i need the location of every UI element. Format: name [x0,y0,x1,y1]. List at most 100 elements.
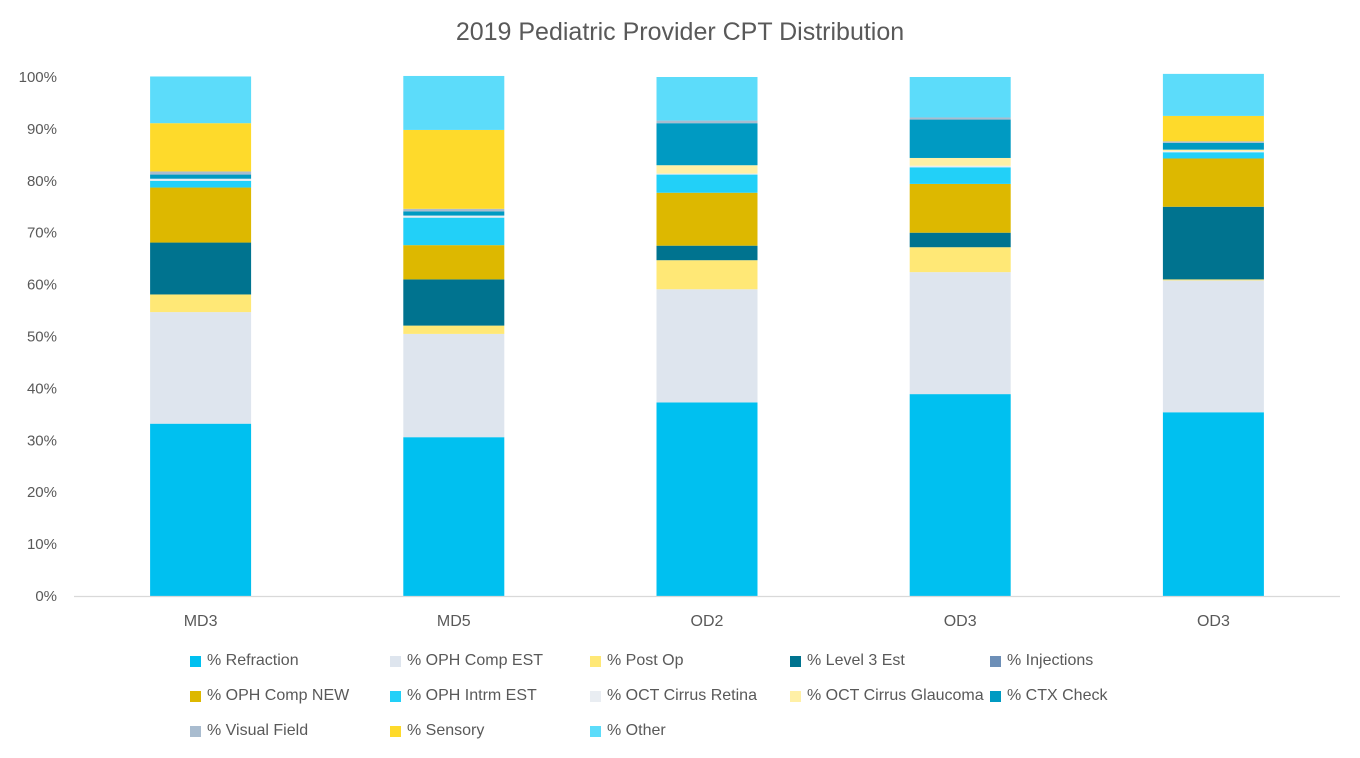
legend-item: % Sensory [390,720,484,742]
bar-segment [150,294,252,313]
legend-item: % OPH Comp NEW [190,685,349,707]
legend-swatch [990,655,1001,667]
chart-title: 2019 Pediatric Provider CPT Distribution [455,18,905,46]
bar-segment [403,211,505,216]
bar-segment [1162,280,1264,413]
legend-label: % OCT Cirrus Glaucoma [807,687,984,704]
bar-segment [909,183,1011,233]
legend-label: % Sensory [407,722,485,739]
legend-item: % CTX Check [990,685,1107,707]
bar-segment [150,174,252,179]
bar-segment [403,245,505,280]
legend-label: % Injections [1007,652,1094,669]
legend-swatch [590,690,601,702]
bar-segment [1162,412,1264,596]
legend-item: % OPH Comp EST [390,650,543,672]
bar-segment [403,215,505,218]
bar-segment [1162,158,1264,207]
bar-segment [656,245,758,261]
bar-segment [1162,151,1264,153]
y-tick-label: 60% [27,277,57,294]
bar-segment [909,272,1011,395]
legend-item: % Post Op [590,650,683,672]
bar-segment [403,217,505,246]
legend-swatch [790,655,801,667]
bar-segment [1162,206,1264,280]
bar-segment [403,129,505,209]
y-tick-label: 40% [27,380,57,397]
bar-segment [656,192,758,246]
bar-segment [403,437,505,596]
y-tick-label: 0% [35,588,57,605]
legend-label: % OPH Comp NEW [207,687,350,704]
legend-swatch [190,725,201,737]
legend-label: % OPH Intrm EST [407,687,537,704]
bar-segment [150,242,252,295]
legend-item: % Level 3 Est [790,650,905,672]
legend-label: % Refraction [207,652,299,669]
bar-segment [656,260,758,290]
bar-segment [150,76,252,124]
bar-segment [656,165,758,174]
legend-item: % Visual Field [190,720,308,742]
x-tick-label: MD3 [184,613,218,630]
bar-segment [909,117,1011,120]
bar-segment [150,178,252,181]
legend-swatch [990,690,1001,702]
bar-segment [1162,141,1264,143]
bar-segment [909,77,1011,118]
bar-segment [150,312,252,424]
bar-segment [1162,149,1264,152]
bar-segment [909,119,1011,158]
legend-label: % CTX Check [1007,687,1108,704]
legend-label: % OCT Cirrus Retina [607,687,757,704]
bar-segment [1162,115,1264,142]
y-tick-label: 10% [27,536,57,553]
legend-swatch [390,725,401,737]
bar-segment [656,120,758,124]
legend-label: % Other [607,722,666,739]
legend-label: % OPH Comp EST [407,652,544,669]
bar-segment [150,123,252,172]
y-tick-label: 20% [27,484,57,501]
bar-segment [150,423,252,596]
y-tick-label: 80% [27,173,57,190]
bar-segment [909,167,1011,184]
bar-segment [909,394,1011,596]
legend-item: % Refraction [190,650,299,672]
x-tick-label: OD3 [944,613,977,630]
legend-label: % Level 3 Est [807,652,905,669]
bar-segment [656,77,758,121]
y-tick-label: 100% [19,69,57,86]
bar-segment [403,325,505,334]
legend-swatch [590,725,601,737]
bar-segment [403,333,505,438]
bar-segment [1162,279,1264,281]
legend-swatch [390,690,401,702]
legend-swatch [790,690,801,702]
legend-label: % Post Op [607,652,684,669]
x-tick-label: MD5 [437,613,471,630]
y-tick-label: 30% [27,432,57,449]
bar-segment [656,123,758,166]
bar-segment [909,157,1011,166]
legend-item: % OPH Intrm EST [390,685,537,707]
x-tick-label: OD2 [691,613,724,630]
bar-segment [403,279,505,326]
bar-segment [1162,73,1264,116]
bar-segment [403,208,505,212]
y-tick-label: 90% [27,121,57,138]
legend-label: % Visual Field [207,722,309,739]
bar-segment [909,232,1011,248]
x-tick-label: OD3 [1197,613,1230,630]
y-tick-label: 70% [27,225,57,242]
bar-segment [150,187,252,243]
bar-segment [656,174,758,193]
legend-swatch [590,655,601,667]
bar-segment [150,171,252,175]
bar-segment [656,173,758,175]
bar-segment [909,165,1011,168]
legend-item: % Injections [990,650,1093,672]
bar-segment [656,289,758,403]
